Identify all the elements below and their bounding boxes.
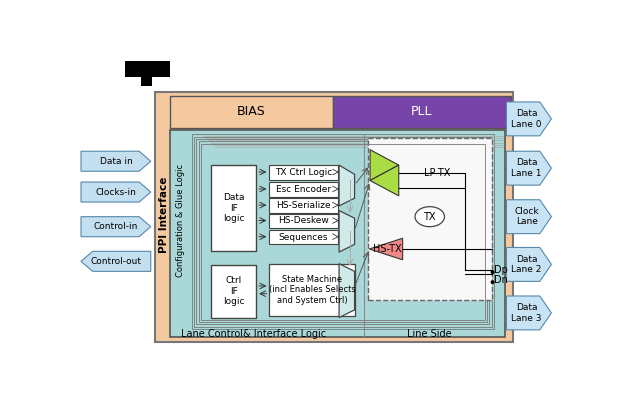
Text: TX Ctrl Logic: TX Ctrl Logic (275, 168, 332, 177)
Text: Clock
Lane: Clock Lane (515, 207, 539, 227)
Text: Lane Control& Interface Logic: Lane Control& Interface Logic (181, 329, 326, 339)
Text: PPI Interface: PPI Interface (159, 177, 169, 253)
Polygon shape (339, 264, 355, 318)
Polygon shape (370, 150, 399, 180)
Ellipse shape (415, 207, 444, 227)
Text: Data
Lane 3: Data Lane 3 (511, 303, 542, 323)
Bar (199, 141, 487, 322)
Bar (333, 96, 511, 128)
Bar (270, 214, 337, 228)
Bar (211, 165, 256, 251)
Text: HS-TX: HS-TX (373, 244, 402, 254)
Bar (194, 137, 492, 327)
Bar (141, 75, 152, 86)
Bar (196, 139, 489, 325)
Bar (201, 143, 485, 320)
Bar (125, 61, 170, 76)
Text: TX: TX (423, 212, 436, 222)
Circle shape (491, 270, 494, 274)
Text: Data
Lane 2: Data Lane 2 (511, 255, 542, 274)
Polygon shape (81, 182, 151, 202)
Bar (270, 230, 337, 244)
Circle shape (491, 280, 494, 284)
Text: Line Side: Line Side (407, 329, 452, 339)
Bar (170, 96, 333, 128)
Text: Esc Encoder: Esc Encoder (276, 185, 331, 194)
Text: Configuration & Glue Logic: Configuration & Glue Logic (176, 164, 184, 277)
Text: Sequences: Sequences (279, 232, 328, 242)
Polygon shape (339, 210, 355, 252)
Text: PLL: PLL (412, 106, 433, 119)
Text: HS-Deskew: HS-Deskew (278, 216, 329, 225)
Polygon shape (81, 217, 151, 237)
Text: Control-in: Control-in (94, 222, 138, 231)
Bar (192, 134, 494, 329)
Polygon shape (507, 296, 552, 330)
Polygon shape (370, 238, 403, 260)
Text: BIAS: BIAS (237, 106, 266, 119)
Text: Clocks-in: Clocks-in (96, 188, 136, 197)
Text: Ctrl
IF
logic: Ctrl IF logic (223, 277, 244, 306)
Text: Data in: Data in (99, 157, 132, 166)
Text: Data
Lane 1: Data Lane 1 (511, 158, 542, 178)
Bar (270, 198, 337, 213)
Polygon shape (81, 151, 151, 171)
Text: Dn: Dn (494, 275, 508, 285)
Text: HS-Serialize: HS-Serialize (276, 201, 331, 210)
Polygon shape (339, 165, 355, 206)
Text: Data
IF
logic: Data IF logic (223, 193, 244, 223)
Bar (270, 165, 337, 180)
Bar (368, 138, 492, 300)
Bar (155, 92, 513, 342)
Bar (270, 264, 355, 316)
Text: Data
Lane 0: Data Lane 0 (511, 109, 542, 128)
Bar (211, 265, 256, 318)
Bar (270, 182, 337, 197)
Text: LP-TX: LP-TX (424, 168, 450, 178)
Text: Control-out: Control-out (90, 257, 141, 266)
Text: State Machine
(incl Enables Selects
and System Ctrl): State Machine (incl Enables Selects and … (268, 275, 355, 305)
Polygon shape (370, 165, 399, 196)
Polygon shape (507, 102, 552, 136)
Polygon shape (507, 200, 552, 234)
Polygon shape (81, 251, 151, 271)
Bar (170, 130, 505, 337)
Polygon shape (507, 247, 552, 281)
Text: Dp: Dp (494, 265, 508, 275)
Polygon shape (507, 151, 552, 185)
